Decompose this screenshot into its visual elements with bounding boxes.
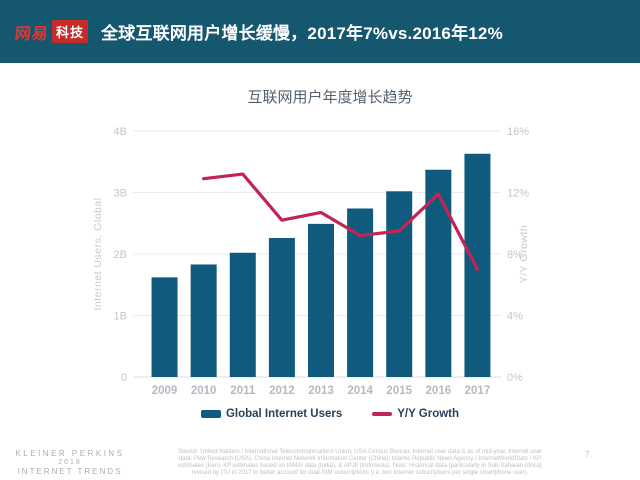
growth-chart: 0 0% 1B 4% 2B 8% 3B 12% 4B 16% 2009 2010 2011 2012 201… (92, 126, 530, 397)
right-axis-tick: 0% (507, 372, 523, 384)
legend-item-line: Y/Y Growth (372, 408, 459, 420)
x-axis-label: 2012 (269, 385, 295, 397)
right-axis-tick: 4% (507, 311, 523, 323)
bar-series-swatch (200, 410, 221, 418)
netease-tech-logo: 网易 科技 (13, 20, 89, 44)
growth-line (202, 172, 480, 271)
netease-logo-text: 网易 (13, 25, 50, 43)
chart-legend: Global Internet Users Y/Y Growth (60, 408, 600, 420)
x-axis-label: 2014 (347, 385, 373, 397)
line-series-swatch (372, 412, 393, 416)
source-line: estimates (Iran). KP estimates based on … (178, 463, 542, 469)
header-bar: 网易 科技 全球互联网用户增长缓慢，2017年7%vs.2016年12% (0, 0, 640, 63)
x-axis-label: 2015 (386, 385, 412, 397)
right-axis-tick: 8% (507, 249, 523, 261)
source-line: revised by ITU in 2017 to better account… (191, 470, 529, 476)
slide-title: 全球互联网用户增长缓慢，2017年7%vs.2016年12% (101, 24, 503, 43)
x-axis-label: 2017 (465, 385, 491, 397)
brand-line-1: KLEINER PERKINS (15, 449, 125, 458)
right-axis-title: Y/Y Growth (518, 225, 530, 284)
brand-line-3: INTERNET TRENDS (17, 467, 123, 476)
bar-2012 (268, 238, 295, 377)
x-axis-label: 2016 (426, 385, 452, 397)
source-line: Source: United Nations / International T… (177, 449, 543, 455)
tech-logo-badge: 科技 (52, 20, 89, 43)
x-axis-label: 2010 (191, 385, 217, 397)
bar-2017 (464, 153, 491, 377)
kleiner-perkins-brand: KLEINER PERKINS 2018 INTERNET TRENDS (10, 449, 130, 476)
bar-2015 (386, 191, 413, 377)
left-axis-tick: 4B (114, 126, 127, 138)
page-number: 7 (585, 450, 590, 459)
right-axis-tick: 16% (507, 126, 529, 138)
bar-2009 (151, 277, 178, 377)
left-axis-tick: 2B (114, 249, 127, 261)
x-axis-label: 2011 (230, 385, 256, 397)
left-axis-title: Internet Users, Global (92, 197, 104, 310)
bar-2011 (229, 252, 256, 377)
brand-line-2: 2018 (58, 459, 82, 466)
legend-line-label: Y/Y Growth (397, 408, 460, 420)
left-axis-tick: 1B (114, 311, 127, 323)
source-line: data: Pew Research (USA), China Internet… (178, 456, 542, 462)
source-note: Source: United Nations / International T… (140, 449, 580, 477)
legend-bar-label: Global Internet Users (225, 408, 343, 420)
chart-title: 互联网用户年度增长趋势 (247, 89, 413, 106)
legend-item-bar: Global Internet Users (200, 408, 343, 420)
left-axis-tick: 0 (121, 372, 127, 384)
x-axis-label: 2013 (308, 385, 334, 397)
left-axis-tick: 3B (114, 188, 127, 200)
x-axis-label: 2009 (152, 385, 178, 397)
bar-2010 (190, 264, 217, 377)
right-axis-tick: 12% (507, 188, 529, 200)
bar-2013 (308, 223, 334, 377)
